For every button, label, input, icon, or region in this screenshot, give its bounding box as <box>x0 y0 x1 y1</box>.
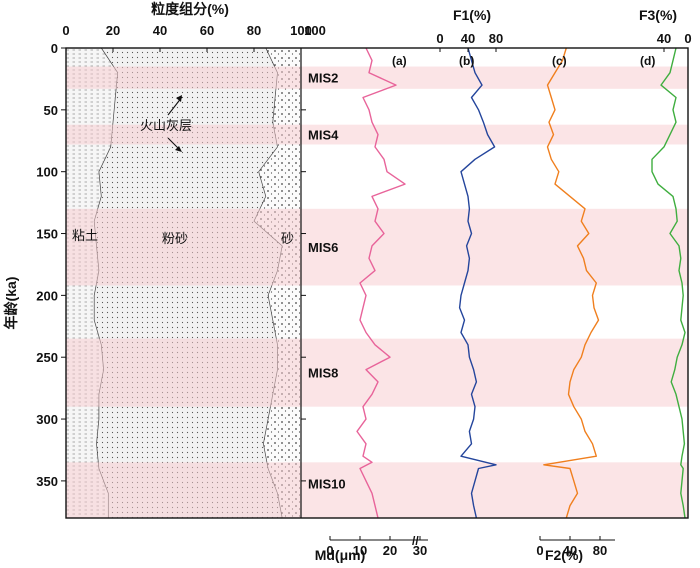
grain-tick-label-extra: 100 <box>304 23 326 38</box>
axis-break-mark: // <box>412 534 419 548</box>
series-tick-label-1-1: 40 <box>461 31 475 46</box>
series-tick-label-3-0: 0 <box>684 31 691 46</box>
series-tick-label-2-0: 0 <box>536 543 543 558</box>
panel-label-3: (d) <box>640 54 655 68</box>
series-tick-label-2-1: 40 <box>563 543 577 558</box>
mis-band-1 <box>66 124 688 145</box>
chart-labels: (a) 0 10 20 30 Md(μm) (b) 0 40 80 F1(%) (c) 0 40 80 F2(… <box>3 1 692 563</box>
layer-label-sand: 砂 <box>281 231 294 246</box>
series-axis-title-0: Md(μm) <box>315 547 366 563</box>
mis-band-0 <box>66 66 688 89</box>
series-tick-label-1-2: 80 <box>489 31 503 46</box>
grain-tick-label-4: 80 <box>247 23 261 38</box>
grain-tick-label-0: 0 <box>62 23 69 38</box>
y-tick-label-5: 250 <box>36 350 58 365</box>
panel-label-0: (a) <box>392 54 407 68</box>
axes <box>61 47 689 541</box>
series-axis-title-2: F2(%) <box>545 547 583 563</box>
y-tick-label-1: 50 <box>44 103 58 118</box>
series-tick-label-0-0: 0 <box>326 543 333 558</box>
mis-label-2: MIS6 <box>308 240 338 255</box>
y-tick-label-0: 0 <box>51 41 58 56</box>
grain-axis-title: 粒度组分(%) <box>151 1 229 17</box>
series-tick-label-2-2: 80 <box>593 543 607 558</box>
series-line-1 <box>458 47 497 519</box>
mis-label-1: MIS4 <box>308 128 339 143</box>
mis-band-2 <box>66 208 688 286</box>
series-tick-label-0-1: 10 <box>353 543 367 558</box>
grain-tick-label-1: 20 <box>106 23 120 38</box>
ash-arrowhead-down <box>175 146 182 152</box>
ash-layer-label: 火山灰层 <box>140 118 192 133</box>
series-tick-label-0-2: 20 <box>383 543 397 558</box>
y-tick-label-3: 150 <box>36 227 58 242</box>
series-line-3 <box>651 47 686 519</box>
grain-tick-label-5: 100 <box>290 23 312 38</box>
proxy-series <box>356 47 686 519</box>
series-axis-title-1: F1(%) <box>453 7 491 23</box>
mis-band-3 <box>66 338 688 407</box>
series-tick-label-0-3: 30 <box>413 543 427 558</box>
panel-label-1: (b) <box>459 54 474 68</box>
series-tick-label-3-1: 40 <box>657 31 671 46</box>
mis-band-4 <box>66 462 688 518</box>
grain-tick-label-2: 40 <box>153 23 167 38</box>
layer-label-clay: 粘土 <box>72 228 98 243</box>
y-tick-label-2: 100 <box>36 165 58 180</box>
mis-label-3: MIS8 <box>308 366 338 381</box>
panel-label-2: (c) <box>552 54 567 68</box>
series-axis-title-3: F3(%) <box>639 7 677 23</box>
series-tick-label-1-0: 0 <box>436 31 443 46</box>
y-tick-label-6: 300 <box>36 412 58 427</box>
mis-bands <box>66 66 688 518</box>
series-line-2 <box>543 47 600 519</box>
y-axis-title: 年龄(ka) <box>3 277 19 330</box>
grain-tick-label-3: 60 <box>200 23 214 38</box>
mis-label-0: MIS2 <box>308 71 338 86</box>
plot-frame <box>65 47 689 519</box>
series-line-0 <box>356 47 406 519</box>
ash-arrowhead-up <box>176 95 182 102</box>
mis-label-4: MIS10 <box>308 476 346 491</box>
y-tick-label-4: 200 <box>36 288 58 303</box>
layer-label-silt: 粉砂 <box>162 231 188 246</box>
y-tick-label-7: 350 <box>36 474 58 489</box>
